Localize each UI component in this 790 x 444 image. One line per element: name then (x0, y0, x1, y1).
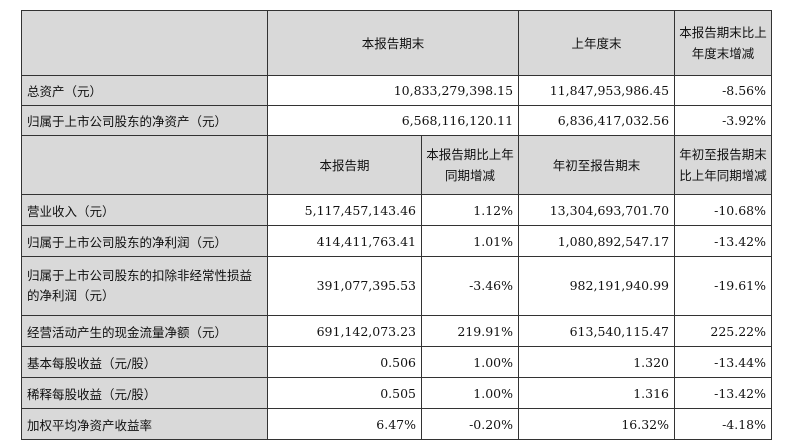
table-row: 总资产（元） 10,833,279,398.15 11,847,953,986.… (21, 75, 773, 106)
table-row: 归属于上市公司股东的净利润（元） 414,411,763.41 1.01% 1,… (21, 225, 773, 257)
value-cell: -19.61% (674, 256, 773, 316)
table-row: 营业收入（元） 5,117,457,143.46 1.12% 13,304,69… (21, 194, 773, 226)
value-cell: 982,191,940.99 (518, 256, 676, 316)
value-cell: 1.320 (518, 346, 676, 378)
top-header-row: 本报告期末 上年度末 本报告期末比上年度末增减 (21, 10, 773, 76)
value-cell: 6,836,417,032.56 (518, 105, 676, 136)
row-label: 归属于上市公司股东的净资产（元） (21, 105, 268, 136)
row-label: 基本每股收益（元/股） (21, 346, 268, 378)
value-cell: -3.92% (674, 105, 773, 136)
header-change-vs-prior-year-end: 本报告期末比上年度末增减 (674, 10, 773, 76)
row-label: 营业收入（元） (21, 194, 268, 226)
value-cell: -3.46% (420, 256, 520, 316)
value-cell: 391,077,395.53 (267, 256, 422, 316)
value-cell: 1.12% (420, 194, 520, 226)
value-cell: 13,304,693,701.70 (518, 194, 676, 226)
value-cell: 16.32% (518, 408, 676, 440)
value-cell: -8.56% (674, 75, 773, 106)
value-cell: 5,117,457,143.46 (267, 194, 422, 226)
table-row: 基本每股收益（元/股） 0.506 1.00% 1.320 -13.44% (21, 346, 773, 378)
value-cell: 10,833,279,398.15 (266, 75, 520, 106)
value-cell: 1.00% (420, 346, 520, 378)
row-label: 稀释每股收益（元/股） (21, 377, 268, 409)
table-row: 归属于上市公司股东的扣除非经常性损益的净利润（元） 391,077,395.53… (21, 256, 773, 316)
table-row: 加权平均净资产收益率 6.47% -0.20% 16.32% -4.18% (21, 408, 773, 440)
header-current-period-end: 本报告期末 (266, 10, 520, 76)
financial-summary-table: 本报告期末 上年度末 本报告期末比上年度末增减 总资产（元） 10,833,27… (21, 10, 773, 440)
row-label: 经营活动产生的现金流量净额（元） (21, 315, 268, 347)
value-cell: 613,540,115.47 (518, 315, 676, 347)
value-cell: -0.20% (420, 408, 520, 440)
row-label: 加权平均净资产收益率 (21, 408, 268, 440)
value-cell: 691,142,073.23 (267, 315, 422, 347)
value-cell: 6,568,116,120.11 (266, 105, 520, 136)
value-cell: -13.42% (674, 225, 773, 257)
value-cell: 1.00% (420, 377, 520, 409)
table-row: 经营活动产生的现金流量净额（元） 691,142,073.23 219.91% … (21, 315, 773, 347)
row-label: 总资产（元） (21, 75, 268, 106)
sub-header-blank-cell (21, 135, 268, 195)
header-period-change: 本报告期比上年同期增减 (420, 135, 520, 195)
value-cell: 0.506 (267, 346, 422, 378)
value-cell: 6.47% (267, 408, 422, 440)
value-cell: -13.42% (674, 377, 773, 409)
sub-header-row: 本报告期 本报告期比上年同期增减 年初至报告期末 年初至报告期末比上年同期增减 (21, 135, 773, 195)
value-cell: 0.505 (267, 377, 422, 409)
header-current-period: 本报告期 (267, 135, 422, 195)
value-cell: 1.01% (420, 225, 520, 257)
header-blank-cell (21, 10, 268, 76)
value-cell: 414,411,763.41 (267, 225, 422, 257)
table-row: 归属于上市公司股东的净资产（元） 6,568,116,120.11 6,836,… (21, 105, 773, 136)
value-cell: -4.18% (674, 408, 773, 440)
value-cell: -10.68% (674, 194, 773, 226)
value-cell: 1.316 (518, 377, 676, 409)
value-cell: 11,847,953,986.45 (518, 75, 676, 106)
value-cell: 219.91% (420, 315, 520, 347)
value-cell: 1,080,892,547.17 (518, 225, 676, 257)
table-row: 稀释每股收益（元/股） 0.505 1.00% 1.316 -13.42% (21, 377, 773, 409)
row-label: 归属于上市公司股东的净利润（元） (21, 225, 268, 257)
value-cell: 225.22% (674, 315, 773, 347)
header-ytd-change: 年初至报告期末比上年同期增减 (674, 135, 773, 195)
header-year-to-date: 年初至报告期末 (518, 135, 676, 195)
header-prior-year-end: 上年度末 (518, 10, 676, 76)
row-label: 归属于上市公司股东的扣除非经常性损益的净利润（元） (21, 256, 268, 316)
value-cell: -13.44% (674, 346, 773, 378)
